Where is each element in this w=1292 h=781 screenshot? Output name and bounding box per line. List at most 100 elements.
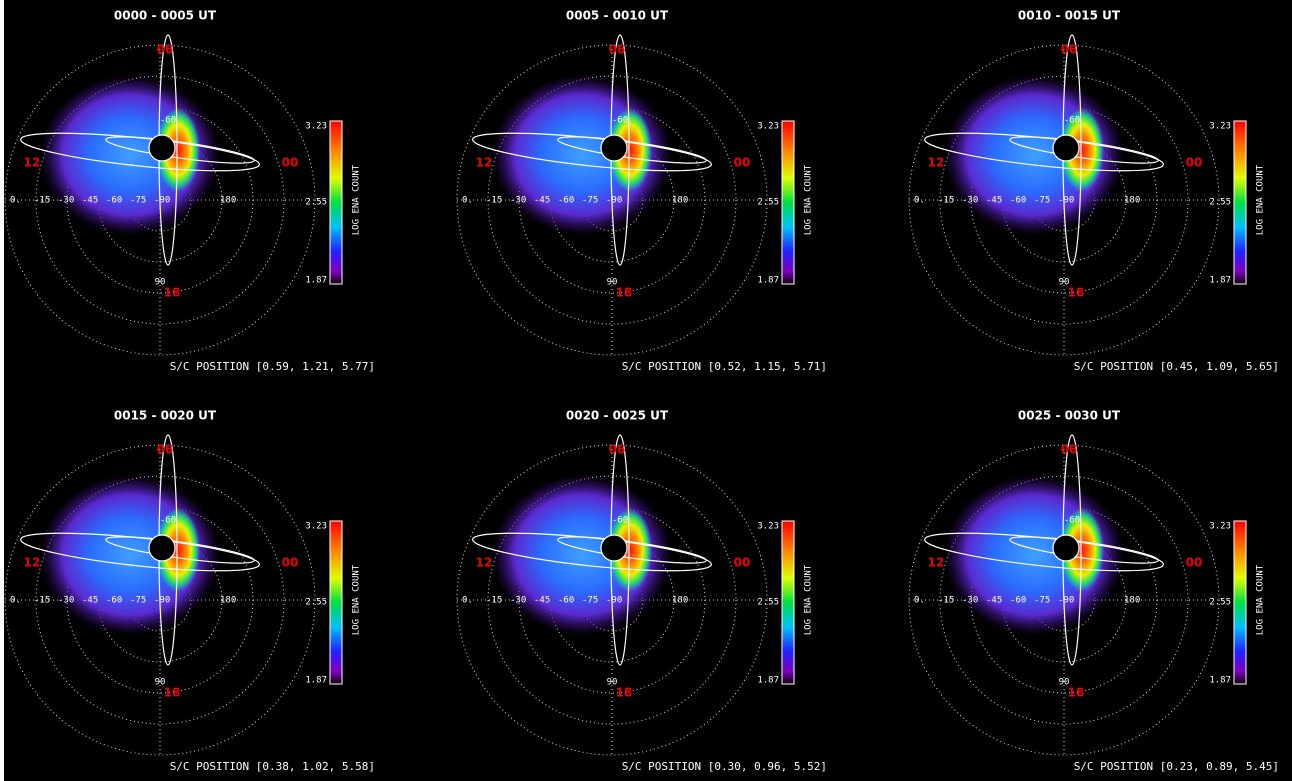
colorbar-tick: 2.55 [757, 198, 779, 208]
panel-title: 0005 - 0010 UT [566, 9, 669, 23]
axis-label: -90 [154, 596, 170, 606]
earth [601, 135, 627, 161]
axis-label: -60 [160, 116, 176, 126]
local-time: 18 [1068, 286, 1085, 300]
colorbar-tick: 3.23 [305, 522, 327, 532]
panel-title: 0000 - 0005 UT [114, 9, 217, 23]
earth [1053, 535, 1079, 561]
axis-label: 90 [607, 678, 618, 688]
axis-label: -30 [510, 596, 526, 606]
axis-label: -60 [106, 596, 122, 606]
local-time: 18 [1068, 686, 1085, 700]
axis-label: -45 [82, 196, 98, 206]
colorbar-label: LOG ENA COUNT [1256, 564, 1266, 635]
colorbar-label: LOG ENA COUNT [1256, 164, 1266, 235]
axis-label: -90 [606, 196, 622, 206]
earth [149, 135, 175, 161]
axis-label: -75 [130, 196, 146, 206]
axis-label: 0. [914, 196, 925, 206]
axis-label: 180 [1124, 596, 1140, 606]
local-time: 18 [616, 286, 633, 300]
axis-label: -60 [1064, 516, 1080, 526]
axis-label: -15 [938, 196, 954, 206]
axis-label: 180 [672, 596, 688, 606]
axis-label: -75 [1034, 196, 1050, 206]
local-time: 12 [476, 556, 493, 570]
panel-title: 0010 - 0015 UT [1018, 9, 1121, 23]
local-time: 06 [157, 443, 174, 457]
colorbar-label: LOG ENA COUNT [352, 164, 362, 235]
panel-title: 0025 - 0030 UT [1018, 409, 1121, 423]
axis-label: -15 [34, 196, 50, 206]
axis-label: -60 [558, 196, 574, 206]
axis-label: 90 [607, 278, 618, 288]
axis-label: 90 [1059, 278, 1070, 288]
axis-label: -60 [1010, 596, 1026, 606]
local-time: 00 [282, 156, 299, 170]
colorbar-tick: 1.87 [1209, 676, 1231, 686]
axis-label: 0. [914, 596, 925, 606]
colorbar-tick: 1.87 [757, 276, 779, 286]
colorbar-tick: 2.55 [757, 598, 779, 608]
local-time: 12 [928, 556, 945, 570]
colorbar [782, 521, 794, 684]
axis-label: 90 [155, 678, 166, 688]
sc-position: S/C POSITION [0.45, 1.09, 5.65] [1074, 360, 1279, 373]
local-time: 18 [616, 686, 633, 700]
axis-label: -75 [582, 196, 598, 206]
local-time: 18 [164, 686, 181, 700]
colorbar-tick: 1.87 [305, 676, 327, 686]
colorbar [1234, 521, 1246, 684]
local-time: 12 [24, 156, 41, 170]
local-time: 18 [164, 286, 181, 300]
axis-label: -45 [986, 596, 1002, 606]
axis-label: -30 [962, 596, 978, 606]
axis-label: -60 [612, 116, 628, 126]
axis-label: -90 [606, 596, 622, 606]
earth [601, 535, 627, 561]
local-time: 06 [157, 43, 174, 57]
axis-label: -30 [510, 196, 526, 206]
axis-label: 90 [155, 278, 166, 288]
panel-title: 0015 - 0020 UT [114, 409, 217, 423]
local-time: 12 [928, 156, 945, 170]
sc-position: S/C POSITION [0.59, 1.21, 5.77] [170, 360, 375, 373]
axis-label: -75 [130, 596, 146, 606]
colorbar [330, 521, 342, 684]
colorbar-label: LOG ENA COUNT [804, 564, 814, 635]
local-time: 00 [282, 556, 299, 570]
axis-label: -45 [534, 196, 550, 206]
axis-label: -60 [1064, 116, 1080, 126]
local-time: 06 [609, 443, 626, 457]
local-time: 12 [476, 156, 493, 170]
colorbar-tick: 2.55 [1209, 598, 1231, 608]
colorbar-tick: 3.23 [1209, 522, 1231, 532]
axis-label: -75 [582, 596, 598, 606]
local-time: 06 [1061, 443, 1078, 457]
colorbar-label: LOG ENA COUNT [352, 564, 362, 635]
axis-label: 0. [462, 596, 473, 606]
axis-label: -90 [1058, 596, 1074, 606]
axis-label: -60 [106, 196, 122, 206]
earth [149, 535, 175, 561]
axis-label: 90 [1059, 678, 1070, 688]
local-time: 06 [609, 43, 626, 57]
axis-label: -15 [486, 196, 502, 206]
colorbar-label: LOG ENA COUNT [804, 164, 814, 235]
local-time: 12 [24, 556, 41, 570]
axis-label: -45 [986, 196, 1002, 206]
axis-label: -15 [486, 596, 502, 606]
axis-label: 0. [10, 196, 21, 206]
colorbar-tick: 3.23 [757, 122, 779, 132]
local-time: 00 [1186, 556, 1203, 570]
axis-label: 180 [1124, 196, 1140, 206]
axis-label: -60 [612, 516, 628, 526]
colorbar-tick: 1.87 [757, 676, 779, 686]
axis-label: -30 [58, 196, 74, 206]
axis-label: -90 [154, 196, 170, 206]
axis-label: -45 [82, 596, 98, 606]
colorbar-tick: 2.55 [305, 598, 327, 608]
earth [1053, 135, 1079, 161]
colorbar-tick: 3.23 [757, 522, 779, 532]
axis-label: -60 [160, 516, 176, 526]
